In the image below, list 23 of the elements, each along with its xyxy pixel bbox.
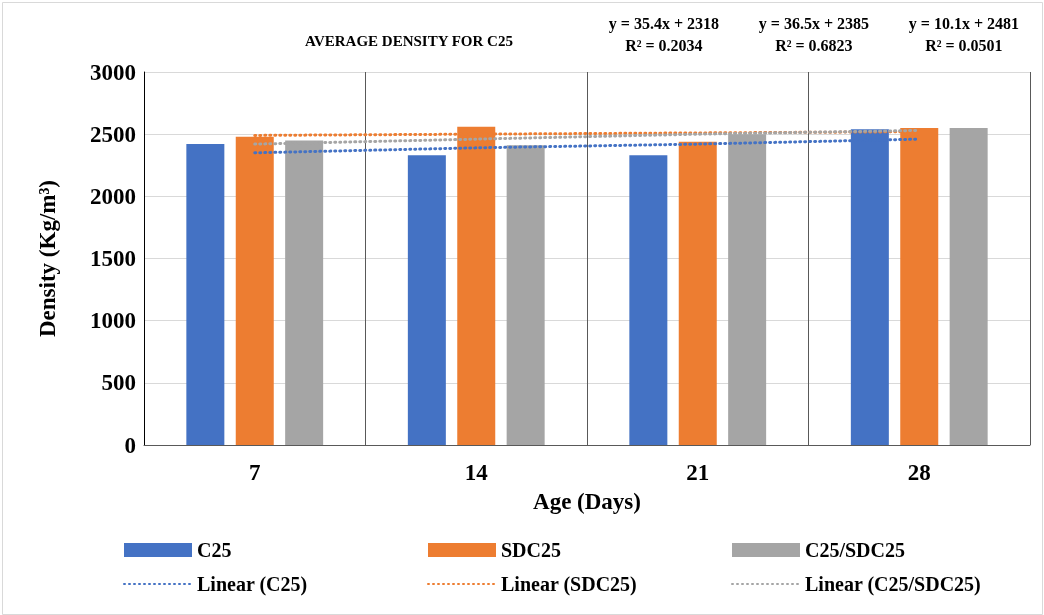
- legend-label: C25: [197, 539, 232, 561]
- legend-label: Linear (C25/SDC25): [805, 573, 981, 596]
- legend-label: C25/SDC25: [805, 539, 906, 561]
- y-axis-title: Density (Kg/m³): [35, 179, 60, 338]
- y-tick-label: 2000: [90, 183, 136, 209]
- y-tick-label: 1500: [90, 246, 136, 271]
- text: y = 35.4x + 2318 R² = 0.2034: [608, 14, 719, 54]
- y-tick-label: 2500: [90, 121, 136, 147]
- chart-title: AVERAGE DENSITY FOR C25: [305, 32, 513, 49]
- y-tick-label: 1000: [90, 308, 136, 334]
- x-tick-label: 21: [686, 460, 710, 485]
- text: y = 36.5x + 2385 R² = 0.6823: [758, 14, 869, 54]
- y-tick-label: 500: [101, 370, 136, 396]
- y-tick-label: 3000: [90, 59, 136, 85]
- x-tick-label: 28: [907, 460, 931, 485]
- x-tick-label: 14: [464, 460, 489, 485]
- x-axis-title: Age (Days): [533, 489, 641, 514]
- x-tick-label: 7: [249, 460, 261, 485]
- legend-label: Linear (C25): [197, 573, 308, 596]
- legend-label: Linear (SDC25): [501, 573, 637, 596]
- y-tick-label: 0: [124, 432, 136, 458]
- legend-label: SDC25: [501, 539, 562, 561]
- text: y = 10.1x + 2481 R² = 0.0501: [908, 14, 1019, 54]
